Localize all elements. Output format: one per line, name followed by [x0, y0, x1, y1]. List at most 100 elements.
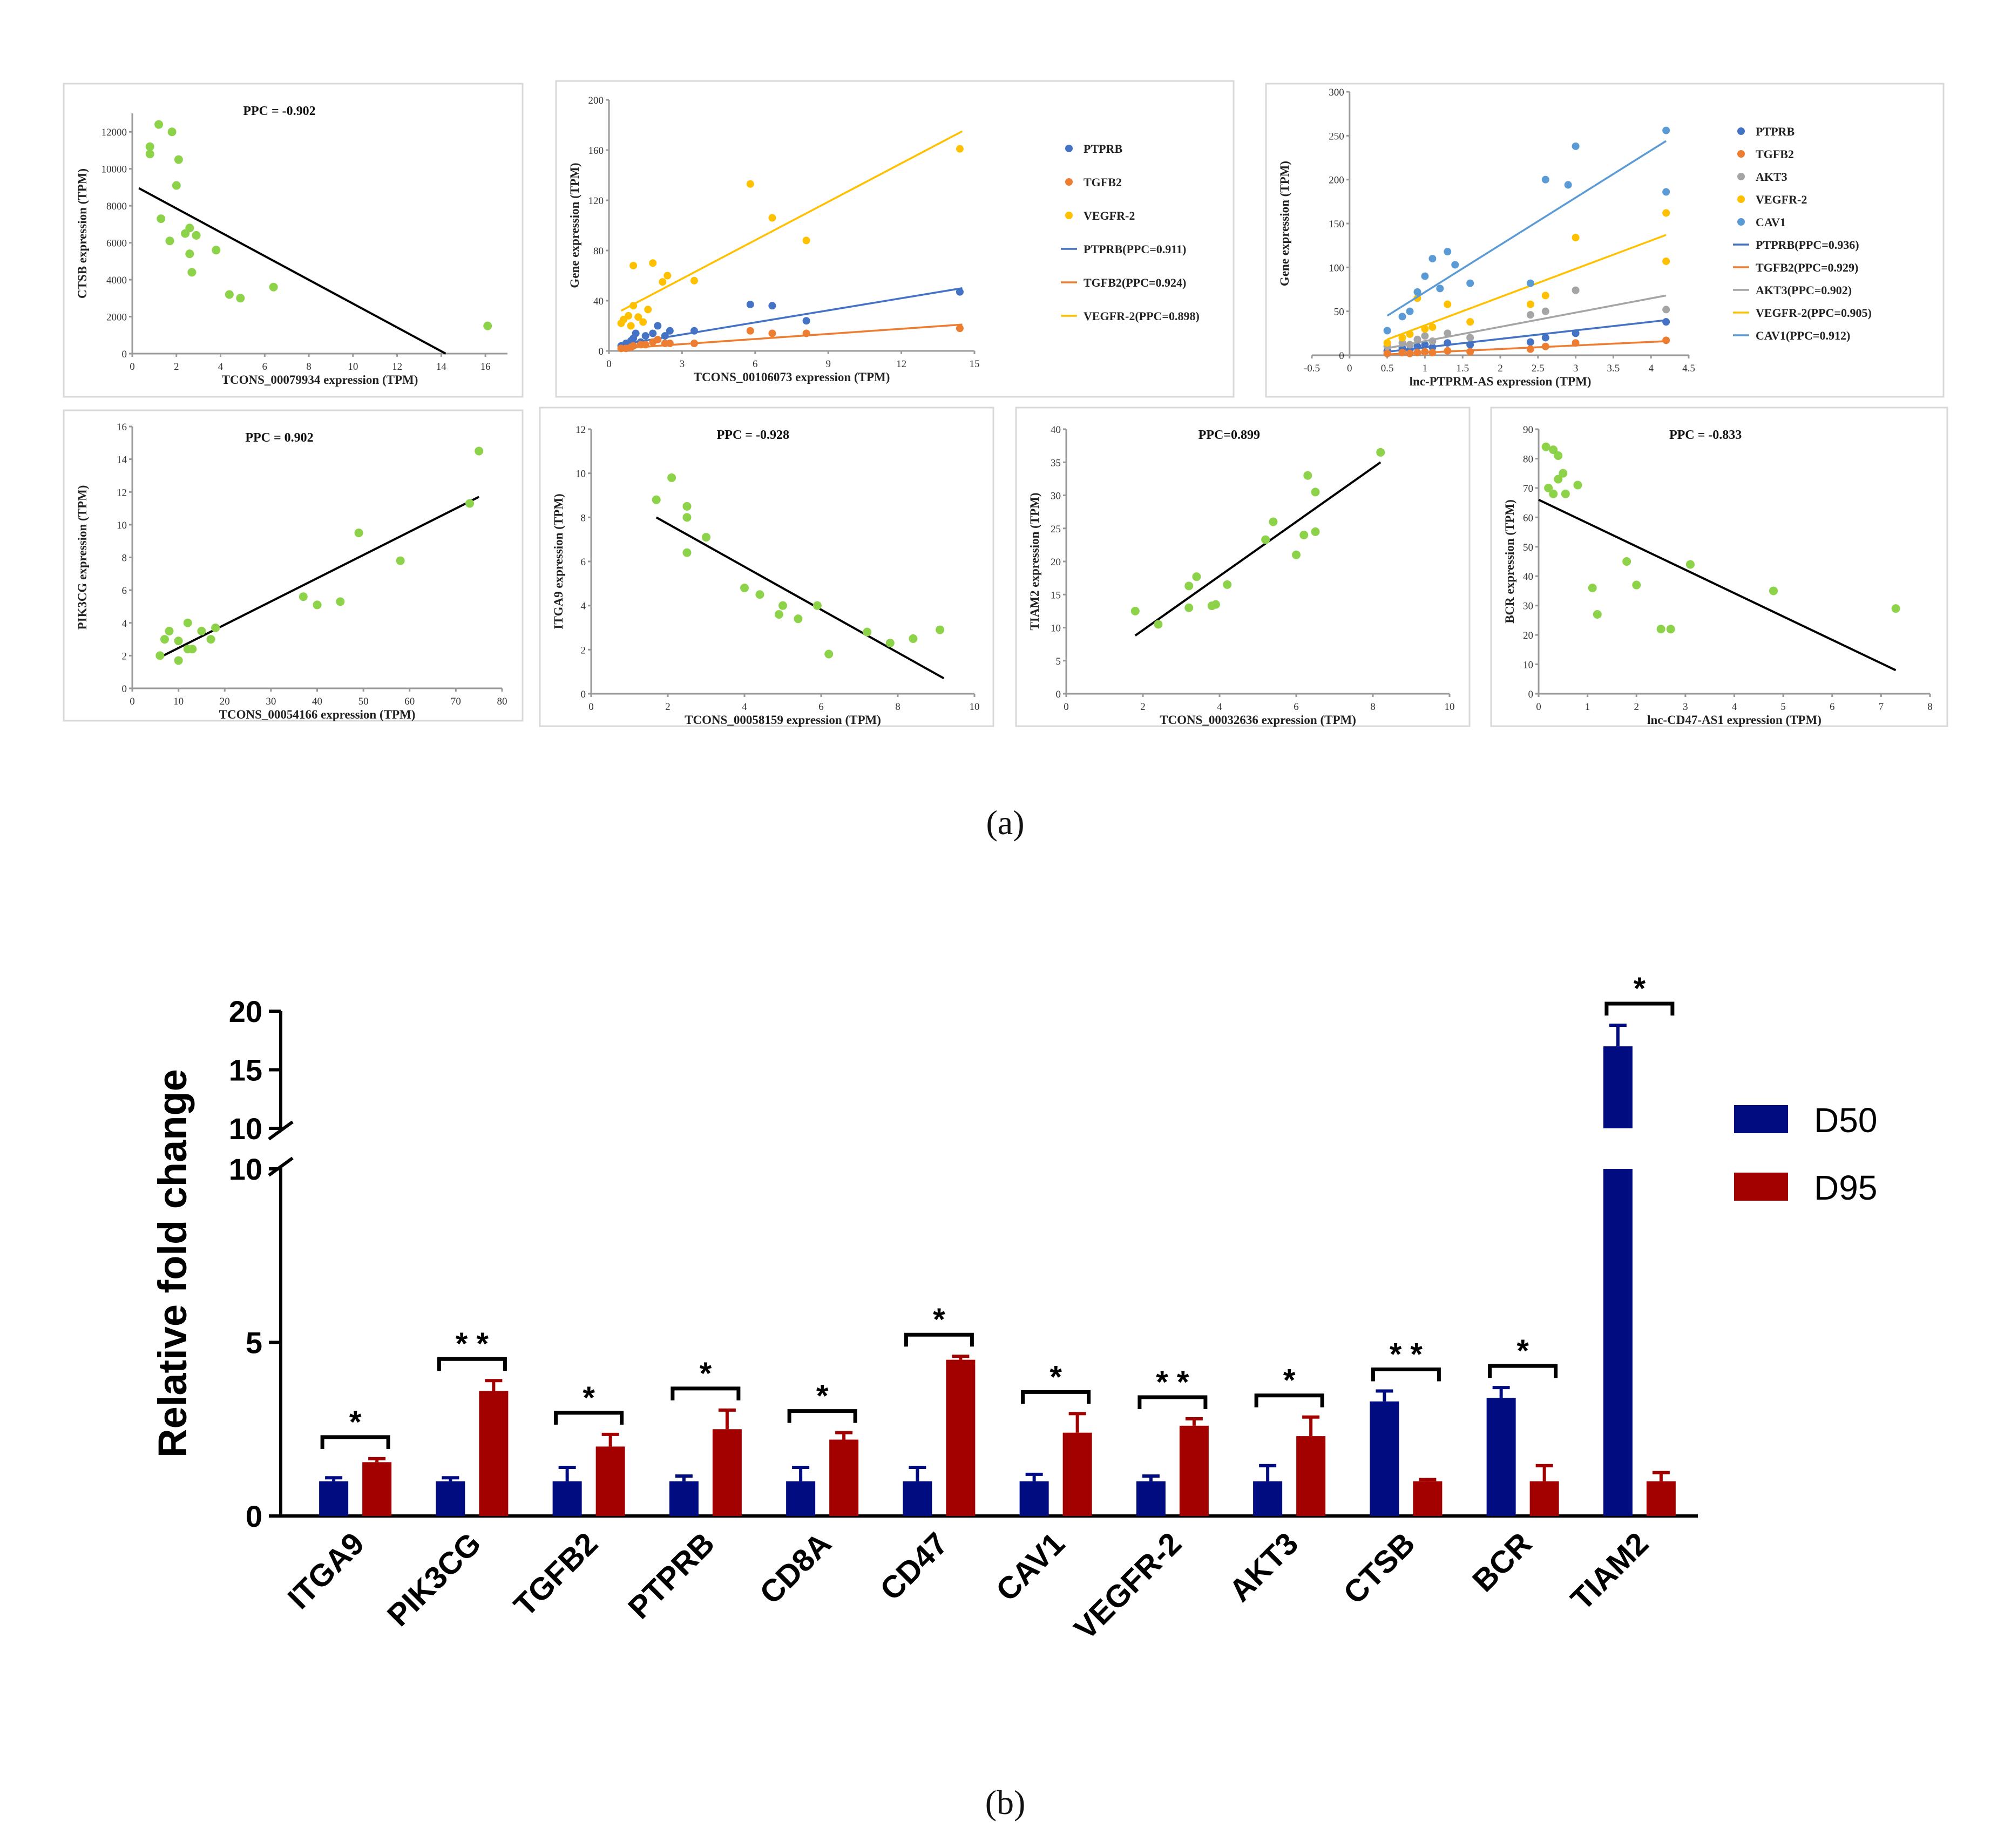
data-point-cav1	[1436, 285, 1444, 293]
data-point-ptprb	[661, 332, 669, 340]
bar-d50	[1253, 1481, 1283, 1516]
data-point	[774, 610, 783, 619]
x-tick-label: 2	[665, 701, 671, 713]
x-tick-label: 6	[1294, 701, 1299, 713]
bar-y-tick-label: 5	[246, 1326, 262, 1360]
data-point	[167, 127, 177, 137]
legend-entry: VEGFR-2	[1756, 193, 1807, 206]
legend-entry: VEGFR-2(PPC=0.905)	[1756, 306, 1872, 320]
data-point-vegfr-2	[639, 318, 647, 326]
x-tick-label: -0.5	[1304, 363, 1320, 374]
scatter-panel-s5: 0 1 2 3 4 5 6 7 80102030405060708090lnc-CD47-AS1…	[1490, 407, 1948, 727]
y-tick-label: 16	[117, 422, 127, 433]
data-point	[1376, 448, 1385, 457]
bar-d95	[1179, 1425, 1209, 1516]
data-point-tgfb2	[1466, 348, 1474, 356]
bar-category-label: AKT3	[1222, 1526, 1305, 1608]
bar-d50	[669, 1481, 699, 1516]
data-point	[1192, 572, 1201, 581]
y-tick-label: 2	[122, 651, 127, 662]
legend-entry: PTPRB	[1756, 125, 1795, 138]
y-tick-label: 2000	[106, 312, 127, 323]
x-tick-label: 30	[266, 696, 276, 707]
data-point	[909, 634, 918, 643]
data-point-akt3	[1662, 306, 1670, 314]
data-point	[794, 614, 803, 624]
bar-y-tick-label: 20	[229, 994, 262, 1028]
data-point-vegfr-2	[659, 278, 667, 286]
data-point	[354, 529, 363, 538]
y-axis-label: ITGA9 expression (TPM)	[552, 493, 565, 629]
legend-swatch-d95	[1734, 1173, 1788, 1201]
data-point-vegfr-2	[627, 322, 635, 330]
data-point-cav1	[1572, 142, 1580, 150]
x-tick-label: 0	[1536, 701, 1541, 713]
bar-d50	[436, 1481, 465, 1516]
data-point-ptprb	[666, 327, 674, 335]
y-tick-label: 14	[117, 455, 127, 466]
significance-bracket	[1604, 1001, 1675, 1016]
data-point-vegfr-2	[690, 276, 698, 285]
bar-d50	[319, 1481, 349, 1516]
data-point	[1223, 580, 1232, 589]
data-point-vegfr-2	[768, 214, 776, 222]
bar-y-axis-label: Relative fold change	[150, 1069, 195, 1458]
data-point-vegfr-2	[663, 272, 672, 280]
data-point-vegfr-2	[1428, 323, 1437, 331]
data-point	[1292, 550, 1301, 559]
bar-d50	[1370, 1401, 1399, 1516]
data-point-vegfr-2	[1662, 257, 1670, 265]
x-axis-label: TCONS_00058159 expression (TPM)	[685, 713, 881, 727]
ppc-title: PPC=0.899	[1199, 428, 1260, 442]
bar-d50	[1603, 1169, 1633, 1516]
legend-dot-swatch	[1065, 145, 1073, 152]
data-point	[1666, 625, 1675, 634]
bar-category-label: TGFB2	[507, 1526, 604, 1623]
data-point	[1154, 620, 1163, 629]
significance-bracket	[1488, 1364, 1558, 1378]
bar-d50	[1019, 1481, 1049, 1516]
ppc-title: PPC = -0.833	[1669, 428, 1742, 442]
data-point	[1622, 557, 1631, 566]
y-tick-label: 50	[1523, 542, 1533, 553]
data-point	[154, 120, 164, 129]
trend-line-cav1	[1386, 140, 1667, 317]
data-point	[396, 556, 405, 565]
data-point	[155, 651, 165, 660]
y-axis-label: PIK3CG expression (TPM)	[76, 485, 89, 630]
x-tick-label: 8	[1927, 701, 1933, 713]
data-point	[236, 294, 245, 303]
data-point-vegfr-2	[1444, 300, 1452, 308]
scatter-panel-s3: 0 2 4 6 8 10 0 2 4 6 8 10 12 TCONS_00058159 expressio…	[539, 407, 994, 727]
legend-entry: TGFB2	[1084, 175, 1122, 189]
y-tick-label: 150	[1329, 219, 1344, 230]
x-tick-label: 8	[306, 361, 312, 373]
data-point-vegfr-2	[644, 306, 652, 314]
x-tick-label: 7	[1879, 701, 1884, 713]
data-point	[1891, 604, 1900, 613]
data-point	[1554, 475, 1563, 484]
data-point	[1559, 469, 1568, 478]
data-point	[212, 246, 221, 255]
legend-label-d50: D50	[1814, 1101, 1877, 1140]
x-tick-label: 80	[497, 696, 507, 707]
y-tick-label: 6000	[106, 238, 127, 249]
x-axis-label: lnc-PTPRM-AS expression (TPM)	[1410, 375, 1592, 388]
data-point-vegfr-2	[1421, 325, 1429, 333]
panel-frame	[63, 83, 524, 398]
legend-dot-swatch	[1737, 173, 1745, 180]
y-tick-label: 4000	[106, 275, 127, 286]
axis-break-mark	[268, 1156, 294, 1177]
bar-d95	[595, 1446, 625, 1516]
significance-stars: *	[1634, 971, 1646, 1006]
data-point	[211, 623, 220, 632]
data-point-tgfb2	[666, 340, 674, 348]
data-point	[1211, 600, 1220, 609]
y-tick-label: 12000	[101, 127, 127, 138]
data-point-ptprb	[1572, 329, 1580, 337]
x-tick-label: 0	[606, 358, 612, 370]
y-tick-label: 70	[1523, 483, 1533, 495]
x-tick-label: 3	[680, 358, 685, 370]
scatter-panel-s1: 0 2 4 6 8 10 12 14 16 0 2000 4000 6000 8000 10000 12000…	[63, 83, 524, 398]
bar-category-label: PTPRB	[621, 1526, 721, 1626]
